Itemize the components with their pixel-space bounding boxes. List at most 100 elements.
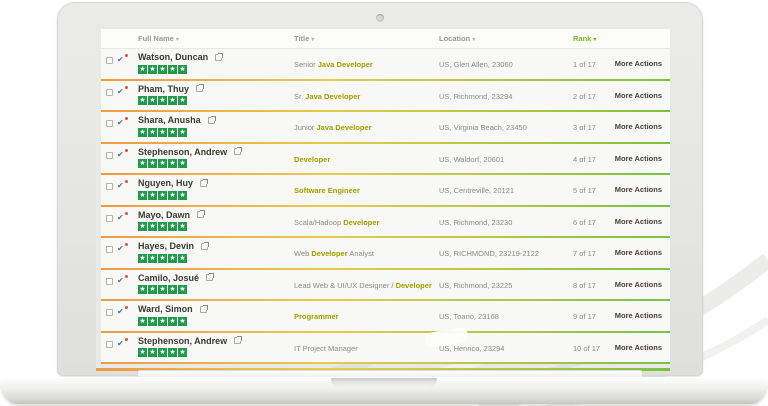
star-icon: ★ [178,253,187,263]
candidate-flag-icon[interactable]: ✔ [117,85,128,97]
title-keyword-highlight: Developer [294,154,331,164]
candidate-rank: 2 of 17 [573,91,596,101]
external-link-icon[interactable] [207,115,216,124]
external-link-icon[interactable] [196,84,205,92]
row-checkbox[interactable] [106,88,113,96]
more-actions-button[interactable]: More Actions [614,185,662,194]
star-icon: ★ [168,64,177,74]
sort-arrow-icon: ▾ [593,37,597,43]
candidate-flag-icon[interactable]: ✔ [117,54,128,65]
candidate-name[interactable]: Ward, Simon [138,304,193,314]
candidate-rank: 7 of 17 [573,249,596,258]
notification-dot-icon [125,54,128,57]
candidate-name[interactable]: Stephenson, Andrew [138,335,228,346]
star-rating: ★ ★ ★ ★ ★ [138,316,187,326]
star-rating: ★ ★ ★ ★ ★ [138,222,187,231]
column-header-rank[interactable]: Rank ▾ [573,29,596,49]
more-actions-button[interactable]: More Actions [614,122,662,131]
candidate-name[interactable]: Watson, Duncan [138,52,209,62]
candidate-flag-icon[interactable]: ✔ [117,243,128,254]
star-icon: ★ [138,127,147,137]
candidate-location: US, Henrico, 23294 [439,343,505,353]
star-icon: ★ [178,127,187,137]
star-icon: ★ [158,348,167,357]
table-row: ✔ Stephenson, Andrew ★ ★ ★ ★ ★ Developer US,… [101,143,670,175]
row-checkbox[interactable] [106,214,113,222]
row-checkbox[interactable] [106,246,113,253]
candidate-rank: 8 of 17 [573,280,596,290]
external-link-icon[interactable] [201,241,210,250]
candidate-rank: 1 of 17 [573,60,596,69]
checkmark-icon: ✔ [117,55,124,64]
more-actions-button[interactable]: More Actions [614,248,662,257]
star-icon: ★ [168,253,177,263]
star-icon: ★ [148,222,157,231]
more-actions-button[interactable]: More Actions [614,279,662,289]
candidate-flag-icon[interactable]: ✔ [117,306,128,317]
column-header-full-name[interactable]: Full Name ▾ [138,29,179,49]
row-checkbox[interactable] [106,183,113,190]
external-link-icon[interactable] [234,147,243,155]
candidate-title: Scala/Hadoop Developer [294,217,380,227]
more-actions-button[interactable]: More Actions [614,153,662,163]
external-link-icon[interactable] [200,178,209,187]
candidate-location: US, Toano, 23168 [439,312,499,321]
star-icon: ★ [148,64,157,74]
more-actions-button[interactable]: More Actions [614,59,662,68]
column-label: Location [439,34,471,43]
more-actions-button[interactable]: More Actions [614,90,662,100]
external-link-icon[interactable] [199,304,208,313]
row-checkbox[interactable] [106,120,113,127]
star-icon: ★ [148,253,157,263]
star-icon: ★ [178,348,187,357]
candidate-flag-icon[interactable]: ✔ [117,337,128,349]
candidate-flag-icon[interactable]: ✔ [117,180,128,191]
external-link-icon[interactable] [206,273,215,281]
candidate-location: US, Glen Allen, 23060 [439,60,513,69]
row-checkbox[interactable] [106,151,113,159]
candidate-name[interactable]: Camilo, Josué [138,272,200,283]
brand-gradient-stripe [96,368,670,371]
star-icon: ★ [138,285,147,294]
candidate-flag-icon[interactable]: ✔ [117,117,128,128]
star-icon: ★ [148,348,157,357]
row-checkbox[interactable] [106,57,113,64]
more-actions-button[interactable]: More Actions [614,216,662,226]
external-link-icon[interactable] [197,210,206,218]
column-header-title[interactable]: Title ▾ [294,29,314,49]
candidate-name[interactable]: Nguyen, Huy [138,178,194,188]
star-icon: ★ [168,348,177,357]
candidate-title: Software Engineer [294,186,436,195]
external-link-icon[interactable] [215,52,224,61]
candidate-name[interactable]: Pham, Thuy [138,83,190,94]
more-actions-button[interactable]: More Actions [614,342,662,352]
star-rating: ★ ★ ★ ★ ★ [138,64,187,74]
candidate-name[interactable]: Mayo, Dawn [138,209,191,220]
notification-dot-icon [125,337,128,341]
checkmark-icon: ✔ [117,275,124,285]
star-icon: ★ [158,285,167,294]
candidate-name[interactable]: Shara, Anusha [138,115,201,125]
candidate-name[interactable]: Stephenson, Andrew [138,146,228,157]
candidate-title: Developer [294,155,436,164]
title-keyword-highlight: Software Engineer [294,186,360,195]
column-header-location[interactable]: Location ▾ [439,29,475,49]
external-link-icon[interactable] [234,336,243,344]
star-icon: ★ [168,159,177,168]
candidate-flag-icon[interactable]: ✔ [117,274,128,286]
table-row: ✔ Stephenson, Andrew ★ ★ ★ ★ ★ IT Project Ma… [101,332,670,364]
checkmark-icon: ✔ [117,149,124,159]
notification-dot-icon [125,117,128,120]
row-checkbox[interactable] [106,277,113,285]
star-rating: ★ ★ ★ ★ ★ [138,159,187,168]
star-icon: ★ [138,159,147,168]
row-checkbox[interactable] [106,340,113,348]
row-checkbox[interactable] [106,309,113,316]
more-actions-button[interactable]: More Actions [614,311,662,320]
candidate-flag-icon[interactable]: ✔ [117,211,128,223]
candidate-flag-icon[interactable]: ✔ [117,148,128,160]
candidate-location: US, Richmond, 23294 [439,91,513,101]
candidate-name[interactable]: Hayes, Devin [138,241,195,251]
star-icon: ★ [178,222,187,231]
